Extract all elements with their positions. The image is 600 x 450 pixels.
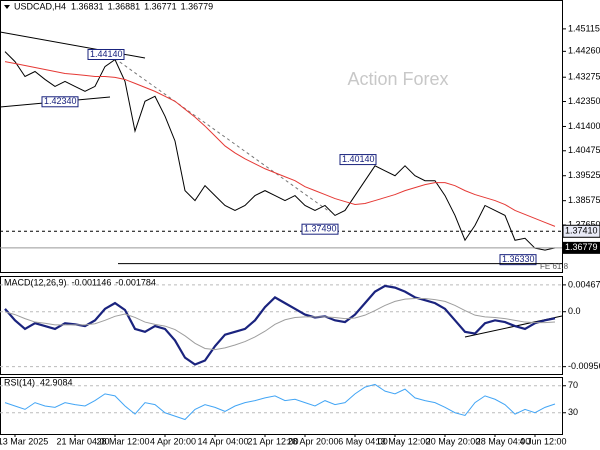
readout: 42.9084: [40, 377, 73, 387]
y-tick-label: 30: [568, 407, 578, 417]
readout: 1.36831: [71, 1, 104, 11]
x-tick-label: 14 Apr 04:00: [197, 436, 248, 446]
x-tick-label: 21 Apr 12:00: [247, 436, 298, 446]
price-panel: [0, 0, 563, 273]
y-tick-label: -0.009568: [568, 361, 600, 371]
x-tick-label: 21 Mar 04:00: [56, 436, 109, 446]
annotation-label: 1.42340: [44, 96, 77, 106]
annotation-box: [301, 223, 339, 235]
y-tick-label: 1.40475: [568, 145, 600, 155]
annotation-box: [41, 96, 79, 108]
x-tick-label: 6 May 04:00: [338, 436, 388, 446]
y-tick-label: 70: [568, 380, 578, 390]
indicator-line: [4, 383, 556, 421]
level-label: 1.37410: [565, 226, 598, 236]
readout: 1.36881: [108, 1, 141, 11]
annotation-box: [339, 154, 377, 166]
current-box: [563, 241, 600, 254]
y-tick-label: 1.37650: [568, 219, 600, 229]
x-tick-label: 4 Jun 12:00: [519, 436, 566, 446]
y-tick-label: 0.004674: [568, 279, 600, 289]
y-tick-label: 1.41400: [568, 121, 600, 131]
annotation-box: [87, 48, 125, 60]
y-tick-label: 1.44260: [568, 46, 600, 56]
x-tick-label: 28 Apr 20:00: [287, 436, 338, 446]
panel-title: MACD(12,26,9): [4, 277, 67, 287]
readout: -0.001146: [72, 277, 112, 287]
x-tick-label: 28 May 04:00: [476, 436, 531, 446]
indicator-line: [4, 298, 556, 351]
x-tick-label: 20 May 20:00: [426, 436, 481, 446]
current-label: 1.36779: [565, 242, 598, 252]
macd-panel: [0, 276, 563, 375]
annotation-label: 1.36330: [502, 254, 535, 264]
x-tick-label: 13 May 12:00: [376, 436, 431, 446]
level-box: [562, 224, 600, 238]
panel-title: USDCAD,H4: [14, 1, 66, 11]
menu-arrow: [4, 5, 10, 9]
panel-title: RSI(14): [4, 377, 35, 387]
y-tick-label: 1.39525: [568, 170, 600, 180]
rsi-panel: [0, 377, 563, 435]
y-tick-label: 0.0: [568, 306, 581, 316]
indicator-line: [4, 61, 556, 227]
annotation-box: [499, 254, 537, 266]
readout: 1.36771: [144, 1, 177, 11]
y-tick-label: 1.38575: [568, 195, 600, 205]
x-tick-label: 4 Apr 20:00: [150, 436, 196, 446]
readout: -0.001784: [115, 277, 156, 287]
readout: 1.36779: [181, 1, 214, 11]
fe-label: FE 61.8: [540, 262, 569, 271]
x-tick-label: 28 Mar 12:00: [96, 436, 149, 446]
x-tick-label: 13 Mar 2025: [0, 436, 48, 446]
annotation-label: 1.37490: [304, 224, 337, 234]
y-tick-label: 1.45115: [568, 23, 600, 33]
watermark: Action Forex: [347, 69, 448, 89]
annotation-label: 1.44140: [90, 49, 123, 59]
y-tick-label: 1.42350: [568, 96, 600, 106]
y-tick-label: 1.43275: [568, 72, 600, 82]
annotation-label: 1.40140: [342, 154, 375, 164]
indicator-line: [4, 284, 556, 366]
price-line: [4, 51, 556, 251]
